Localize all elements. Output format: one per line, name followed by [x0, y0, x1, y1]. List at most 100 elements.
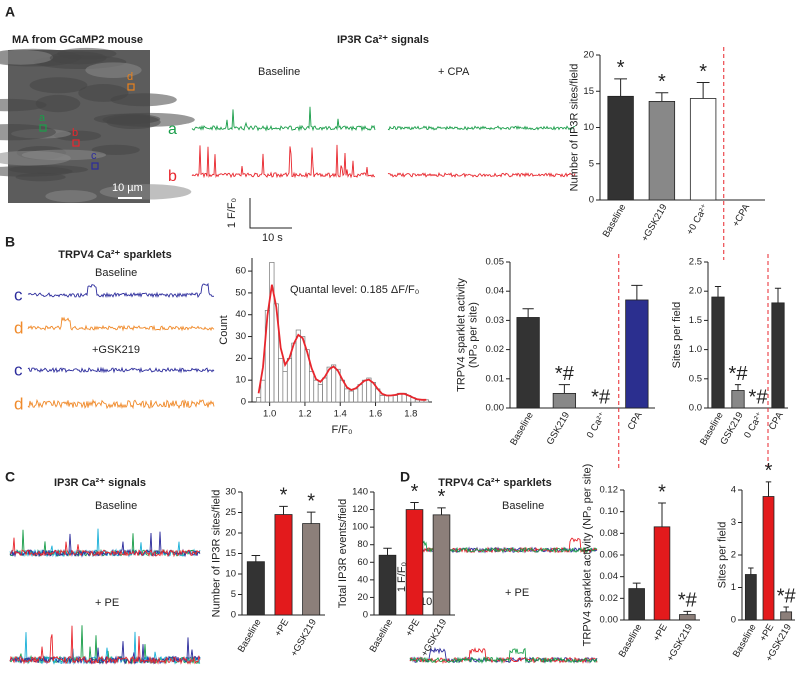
bar [625, 299, 649, 409]
histogram-bar [348, 390, 354, 403]
histogram-bar [256, 397, 262, 403]
x-tick-label: 1.6 [369, 409, 382, 420]
bar [607, 95, 634, 201]
trace-label: a [168, 121, 177, 138]
error-bar [655, 92, 669, 102]
scale-label: 1 F/F₀ [226, 198, 238, 228]
y-axis-label: (NPₒ per site) [468, 302, 480, 368]
cell [110, 93, 177, 107]
error-bar [783, 606, 789, 612]
condition-label: Baseline [95, 500, 137, 512]
error-bar [658, 502, 666, 527]
cell [29, 77, 88, 94]
bar [744, 574, 757, 621]
significance-marker: * [699, 61, 707, 83]
roi-box [39, 124, 47, 132]
error-bar [410, 502, 419, 510]
bar [628, 588, 645, 621]
fit-curve [257, 284, 427, 401]
y-tick-label: 0.08 [600, 528, 619, 539]
y-axis-label: Number of IP3R sites/field [569, 64, 581, 192]
condition-label: Baseline [502, 500, 544, 512]
annotation: Quantal level: 0.185 ΔF/F₀ [290, 284, 419, 296]
significance-marker: * [307, 490, 315, 512]
error-bar [632, 582, 641, 589]
histogram-bar [309, 371, 315, 403]
error-bar [683, 610, 692, 615]
panel-letter: B [5, 234, 15, 250]
trace [387, 172, 576, 178]
scale-label: 10 µm [112, 182, 143, 194]
histogram-bar [388, 395, 394, 403]
histogram-bar [260, 379, 266, 403]
error-bar [714, 286, 722, 298]
histogram-bar [392, 395, 398, 403]
y-tick-label: 0.02 [486, 344, 505, 355]
y-axis-label: Count [218, 315, 230, 344]
y-tick-label: 0.02 [600, 593, 619, 604]
y-tick-label: 0.0 [689, 403, 702, 414]
histogram-bar [357, 384, 363, 403]
x-axis-label: F/F₀ [331, 424, 352, 436]
x-tick-label: 1.2 [298, 409, 311, 420]
bar [274, 514, 293, 616]
scale-label: 1 F/F₀ [396, 562, 408, 592]
significance-marker: *# [749, 386, 769, 408]
y-tick-label: 0 [231, 610, 236, 621]
cell [35, 94, 81, 113]
roi-label: a [39, 112, 46, 124]
y-tick-label: 1.5 [689, 315, 702, 326]
y-tick-label: 10 [225, 569, 236, 580]
y-tick-label: 140 [352, 487, 368, 498]
significance-marker: * [438, 486, 446, 508]
trace-label: c [14, 285, 23, 304]
bar [762, 496, 775, 621]
cell [0, 49, 54, 65]
histogram-bar [295, 329, 301, 403]
cell [15, 172, 66, 182]
scale-bar [249, 198, 292, 229]
y-tick-label: 0 [589, 195, 594, 206]
y-tick-label: 5 [589, 158, 594, 169]
trace-label: d [14, 394, 23, 413]
y-tick-label: 1 [731, 582, 736, 593]
y-tick-label: 40 [357, 574, 368, 585]
y-tick-label: 20 [583, 50, 594, 61]
cell [45, 190, 97, 203]
error-bar [522, 308, 534, 318]
bar [731, 390, 745, 409]
significance-marker: * [658, 481, 666, 503]
error-bar [279, 505, 288, 515]
condition-label: + PE [505, 587, 529, 599]
y-tick-label: 2 [731, 550, 736, 561]
y-tick-label: 20 [357, 592, 368, 603]
histogram-bar [278, 358, 284, 403]
histogram-bar [353, 388, 359, 403]
y-tick-label: 2.5 [689, 257, 702, 268]
bar [689, 98, 717, 201]
error-bar [437, 507, 446, 515]
significance-marker: * [658, 71, 666, 93]
histogram-bar [317, 384, 323, 403]
y-tick-label: 0.12 [600, 485, 619, 496]
y-tick-label: 0.04 [486, 286, 505, 297]
y-axis-label: Total IP3R events/field [337, 499, 349, 608]
histogram-bar [282, 371, 288, 403]
roi-box [91, 162, 99, 170]
trace [27, 398, 215, 410]
trace [191, 144, 375, 179]
significance-marker: *# [591, 386, 611, 408]
roi-label: b [72, 127, 78, 139]
y-tick-label: 120 [352, 504, 368, 515]
y-tick-label: 1.0 [689, 344, 702, 355]
bar [771, 302, 785, 409]
histogram-bar [269, 262, 275, 403]
trace [9, 537, 201, 558]
y-tick-label: 60 [235, 266, 246, 277]
condition-label: Baseline [95, 267, 137, 279]
histogram-bar [313, 379, 319, 403]
condition-label: +GSK219 [92, 344, 140, 356]
condition-label: Baseline [258, 66, 300, 78]
trace [9, 625, 201, 665]
y-axis-label: TRPV4 sparklet activity [456, 278, 468, 392]
